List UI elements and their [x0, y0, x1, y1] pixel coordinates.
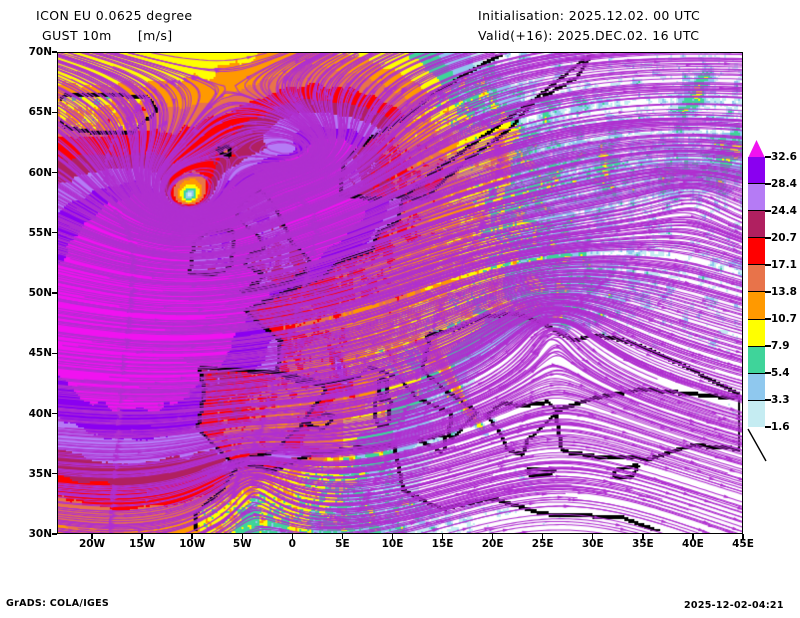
- y-axis-tickmark: [52, 171, 57, 174]
- y-axis-tickmark: [52, 473, 57, 475]
- colorbar-tick-label: 28.4: [771, 178, 797, 190]
- colorbar-tickmark: [765, 291, 771, 293]
- colorbar-tickmark: [765, 399, 771, 401]
- colorbar-tickmark: [765, 372, 771, 374]
- y-axis-tick-label: 60N: [28, 166, 52, 179]
- colorbar-tickmark: [765, 183, 771, 185]
- colorbar-tick-label: 17.1: [771, 259, 797, 271]
- colorbar-leader-line: [747, 428, 767, 462]
- initialisation-time: Initialisation: 2025.12.02. 00 UTC: [478, 8, 701, 23]
- colorbar-swatch: [748, 157, 765, 184]
- colorbar-tickmark: [765, 345, 771, 347]
- x-axis-tickmark: [141, 534, 143, 539]
- model-title: ICON EU 0.0625 degree: [36, 8, 193, 23]
- colorbar-tick-label: 5.4: [771, 367, 790, 379]
- y-axis-tickmark: [52, 412, 57, 415]
- valid-time: Valid(+16): 2025.DEC.02. 16 UTC: [478, 28, 700, 43]
- colorbar-tick-label: 32.6: [771, 151, 797, 163]
- variable-title: GUST 10m [m/s]: [42, 28, 173, 43]
- y-axis-tick-label: 45N: [28, 347, 52, 360]
- y-axis-tick-label: 40N: [28, 407, 52, 420]
- x-axis-tick-label: 25E: [531, 538, 554, 550]
- colorbar-swatch: [748, 399, 765, 427]
- x-axis-tickmark: [341, 534, 344, 539]
- x-axis-tick-label: 30E: [581, 538, 604, 550]
- x-axis-tickmark: [642, 534, 644, 539]
- y-axis-tick-label: 50N: [28, 287, 52, 299]
- x-axis-tick-label: 15W: [129, 538, 156, 550]
- colorbar-tickmark: [765, 156, 771, 158]
- y-axis-tickmark: [52, 232, 57, 234]
- colorbar-swatch: [748, 291, 765, 319]
- y-axis-tick-label: 55N: [28, 226, 52, 239]
- colorbar-tick-label: 7.9: [771, 340, 790, 352]
- colorbar: 32.6 28.4 24.4 20.7 17.1 13.8 10.7 7.9 5.4 3.3 1.6: [745, 140, 800, 462]
- colorbar-tickmark: [765, 237, 771, 239]
- x-axis-tick-label: 5E: [335, 538, 350, 550]
- colorbar-swatch: [748, 345, 765, 373]
- x-axis-tickmark: [241, 534, 243, 539]
- x-axis-tickmark: [491, 534, 494, 539]
- x-axis-tickmark: [542, 534, 544, 539]
- x-axis-tick-label: 0: [288, 538, 296, 550]
- colorbar-tickmark: [765, 426, 771, 428]
- colorbar-swatch: [748, 210, 765, 238]
- x-axis-tick-label: 35E: [631, 538, 654, 550]
- y-axis-tick-label: 35N: [28, 467, 52, 480]
- x-axis-tickmark: [692, 534, 694, 539]
- colorbar-tick-label: 10.7: [771, 313, 797, 325]
- colorbar-swatch: [748, 237, 765, 265]
- x-axis-tickmark: [291, 534, 294, 539]
- colorbar-swatches: [748, 157, 765, 427]
- y-axis-tickmark: [52, 352, 57, 354]
- y-axis-tick-label: 65N: [28, 106, 52, 119]
- gust-field-canvas: [58, 53, 742, 533]
- colorbar-tick-label: 1.6: [771, 421, 790, 433]
- y-axis-tickmark: [52, 533, 57, 535]
- x-axis-tickmark: [91, 534, 93, 539]
- x-axis-tickmark: [441, 534, 444, 539]
- y-axis-tick-label: 30N: [28, 528, 52, 540]
- colorbar-tick-label: 20.7: [771, 232, 797, 244]
- grads-credit: GrADS: COLA/IGES: [6, 598, 110, 609]
- y-axis-tick-label: 70N: [28, 46, 52, 58]
- colorbar-tickmark: [765, 210, 771, 212]
- x-axis-tick-label: 40E: [682, 538, 704, 550]
- colorbar-tick-label: 13.8: [771, 286, 797, 298]
- x-axis-tickmark: [391, 534, 394, 539]
- colorbar-swatch: [748, 264, 765, 292]
- x-axis-tick-label: 20E: [481, 538, 504, 550]
- x-axis-tick-label: 5W: [232, 538, 252, 550]
- x-axis-tick-label: 15E: [431, 538, 454, 550]
- y-axis-tickmark: [52, 111, 57, 113]
- x-axis-tick-label: 10E: [381, 538, 404, 550]
- colorbar-tick-label: 24.4: [771, 205, 797, 217]
- colorbar-max-arrow-icon: [748, 140, 765, 158]
- colorbar-tickmark: [765, 318, 771, 320]
- colorbar-swatch: [748, 318, 765, 346]
- x-axis-tick-label: 10W: [179, 538, 206, 550]
- x-axis-tickmark: [742, 534, 744, 539]
- colorbar-tick-label: 3.3: [771, 394, 790, 406]
- y-axis-tickmark: [52, 51, 57, 53]
- y-axis-tickmark: [52, 292, 57, 294]
- colorbar-swatch: [748, 183, 765, 211]
- render-timestamp: 2025-12-02-04:21: [684, 600, 784, 611]
- x-axis-tick-label: 45E: [732, 538, 754, 550]
- x-axis-tickmark: [592, 534, 594, 539]
- colorbar-tickmark: [765, 264, 771, 266]
- x-axis-tickmark: [191, 534, 193, 539]
- map-plot-area: [57, 52, 743, 534]
- colorbar-swatch: [748, 372, 765, 400]
- x-axis-tick-label: 20W: [78, 538, 106, 550]
